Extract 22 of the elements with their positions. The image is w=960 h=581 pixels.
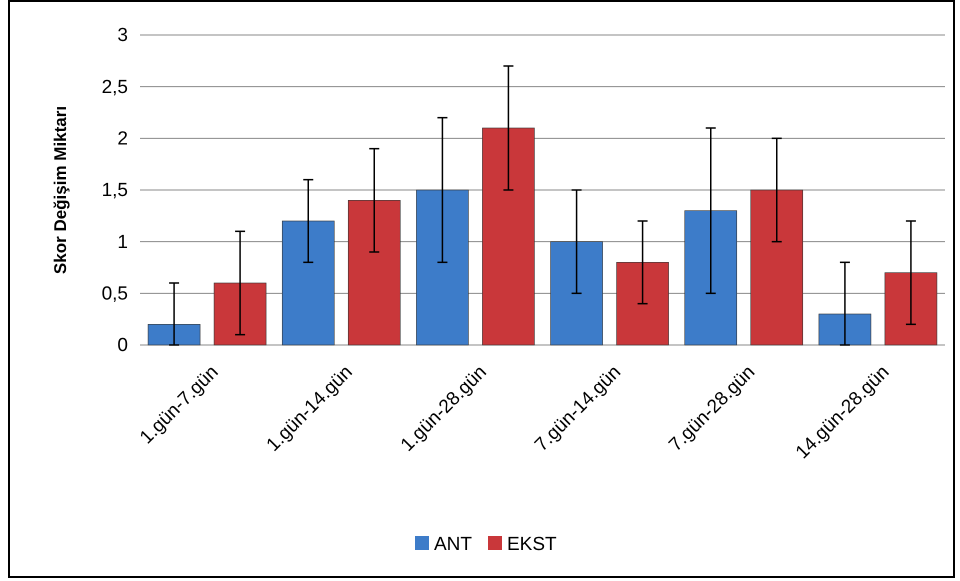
bar [282, 220, 335, 346]
bar [616, 262, 669, 346]
y-tick-label: 1 [117, 232, 128, 253]
y-tick-label: 0,5 [102, 283, 128, 304]
y-axis-title: Skor Değişim Miktarı [51, 106, 70, 274]
bar [818, 314, 872, 346]
bar [348, 200, 401, 346]
bar [416, 190, 469, 346]
y-tick-label: 2,5 [102, 76, 128, 98]
bar [550, 241, 603, 346]
y-tick-label: 1,5 [102, 180, 128, 202]
legend-label: ANT [434, 534, 472, 555]
bar [482, 128, 535, 346]
bar [884, 272, 938, 346]
y-tick-label: 3 [117, 25, 128, 46]
y-tick-label: 2 [117, 128, 128, 150]
legend-label: EKST [507, 534, 558, 555]
y-tick-label: 0 [117, 335, 128, 356]
bar [750, 190, 804, 346]
bar [148, 324, 200, 346]
bar [214, 282, 266, 346]
bar [684, 210, 738, 346]
